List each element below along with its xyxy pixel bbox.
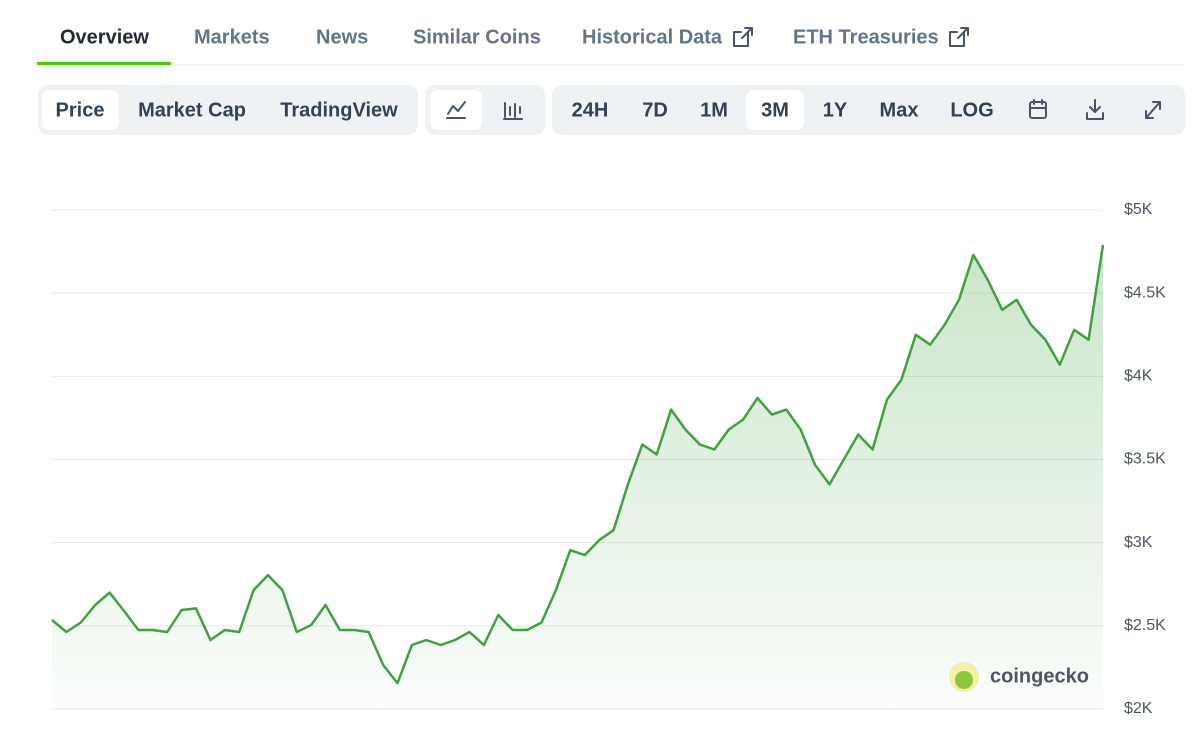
external-link-icon bbox=[733, 27, 753, 47]
y-tick-label: $3K bbox=[1124, 534, 1153, 551]
watermark: coingecko bbox=[990, 665, 1089, 687]
price-line bbox=[51, 244, 1105, 685]
y-tick-label: $4.5K bbox=[1124, 284, 1166, 301]
range-button[interactable]: 3M bbox=[761, 99, 789, 121]
range-button[interactable]: 24H bbox=[572, 99, 609, 121]
view-button[interactable]: Price bbox=[56, 99, 105, 121]
active-button bbox=[746, 90, 804, 130]
download-icon[interactable] bbox=[1086, 99, 1104, 120]
range-button[interactable]: LOG bbox=[950, 99, 993, 121]
candle-chart-icon[interactable] bbox=[503, 102, 523, 120]
price-area bbox=[52, 244, 1103, 709]
watermark-logo-inner bbox=[955, 671, 973, 689]
tab[interactable]: Historical Data bbox=[582, 26, 723, 48]
tab[interactable]: ETH Treasuries bbox=[793, 26, 939, 48]
y-tick-label: $2K bbox=[1124, 700, 1153, 717]
view-group bbox=[38, 85, 418, 135]
tab[interactable]: News bbox=[316, 26, 368, 48]
y-tick-label: $4K bbox=[1124, 368, 1153, 385]
range-button[interactable]: 1Y bbox=[823, 99, 848, 121]
range-button[interactable]: Max bbox=[880, 99, 919, 121]
tab[interactable]: Overview bbox=[60, 26, 149, 48]
y-tick-label: $3.5K bbox=[1124, 451, 1166, 468]
active-tab-underline bbox=[37, 62, 171, 65]
external-link-icon bbox=[949, 27, 969, 47]
range-group bbox=[552, 85, 1185, 135]
tab[interactable]: Markets bbox=[194, 26, 270, 48]
active-button bbox=[42, 90, 119, 130]
y-tick-label: $2.5K bbox=[1124, 617, 1166, 634]
view-button[interactable]: Market Cap bbox=[138, 99, 246, 121]
tab[interactable]: Similar Coins bbox=[413, 26, 541, 48]
range-button[interactable]: 7D bbox=[642, 99, 668, 121]
view-button[interactable]: TradingView bbox=[280, 99, 398, 121]
calendar-icon[interactable] bbox=[1029, 99, 1047, 119]
line-chart-icon[interactable] bbox=[446, 101, 466, 119]
expand-icon[interactable] bbox=[1145, 101, 1161, 119]
range-button[interactable]: 1M bbox=[700, 99, 728, 121]
y-tick-label: $5K bbox=[1124, 201, 1153, 218]
